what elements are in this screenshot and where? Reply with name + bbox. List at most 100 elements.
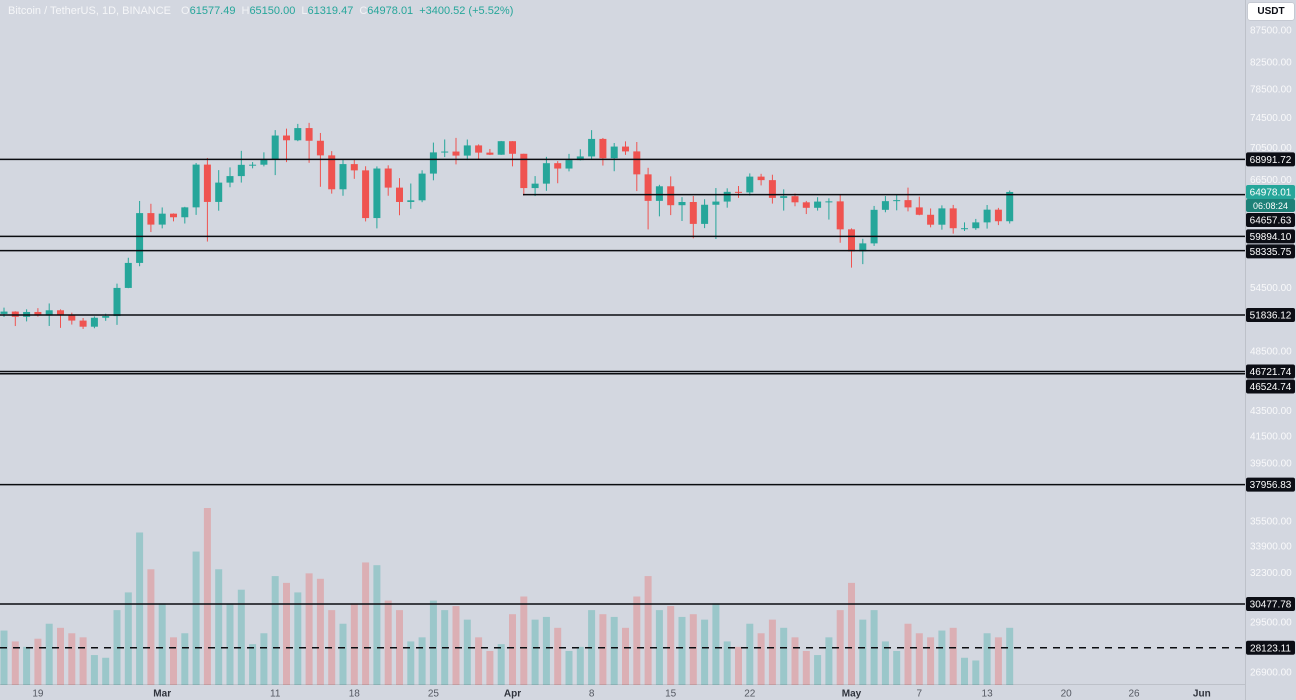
time-axis-label: Jun	[1193, 689, 1211, 700]
price-level-badge-text: 28123.11	[1250, 643, 1291, 654]
volume-bar	[463, 619, 471, 685]
candle-body	[418, 173, 426, 201]
candle-body	[215, 182, 223, 202]
price-level-badge	[1246, 244, 1295, 259]
candle-body	[712, 201, 720, 205]
time-axis[interactable]: 19 Mar 11 18 25 Apr 8 15 22 May 7 13 20 26 Jun	[32, 689, 1210, 700]
candle-body	[249, 164, 257, 166]
chart-plot-area[interactable]	[0, 0, 1245, 684]
symbol-title[interactable]: Bitcoin / TetherUS, 1D, BINANCE	[8, 5, 172, 17]
volume-bar	[192, 551, 200, 685]
candle-body	[735, 191, 742, 193]
candle-body	[836, 201, 844, 230]
candle-body	[203, 164, 211, 202]
time-axis-label: Apr	[504, 689, 521, 700]
candle-body	[893, 200, 901, 202]
price-level-badge	[1246, 212, 1295, 227]
volume-bar	[90, 655, 98, 685]
price-level-badge	[1246, 597, 1295, 612]
price-axis[interactable]: 87500.00 82500.00 78500.00 74500.00 70500.00…	[1250, 26, 1292, 679]
volume-bar	[1006, 627, 1014, 685]
candle-body	[384, 168, 392, 188]
candle-body	[881, 201, 889, 210]
candle-body	[237, 164, 245, 177]
price-level-badge	[1246, 364, 1295, 379]
price-level-badge-text: 46721.74	[1250, 367, 1292, 378]
last-price-text: 64978.01	[1250, 187, 1292, 198]
level-lines-layer	[0, 158, 1245, 649]
volume-bar	[260, 633, 268, 685]
volume-bar	[644, 576, 652, 685]
close-label: C	[359, 5, 368, 17]
last-price-badge	[1246, 184, 1295, 199]
candle-body	[723, 191, 731, 202]
price-level-badge-text: 46524.74	[1250, 382, 1292, 393]
volume-bar	[215, 569, 223, 685]
candle-body	[870, 209, 878, 244]
volume-bar	[136, 532, 144, 685]
volume-bar	[576, 646, 584, 685]
candle-body	[509, 141, 516, 154]
candle-body	[701, 204, 709, 224]
symbol-legend: Bitcoin / TetherUS, 1D, BINANCE O61577.49…	[8, 5, 513, 17]
time-axis-label: Mar	[153, 689, 171, 700]
volume-bar	[893, 650, 901, 685]
volume-bar	[23, 646, 31, 685]
candle-body	[11, 311, 19, 317]
candle-body	[904, 200, 912, 208]
open-label: O	[181, 5, 190, 17]
candle-body	[181, 207, 189, 218]
volume-bar	[79, 637, 87, 685]
time-axis-label: 19	[32, 689, 44, 700]
volume-bar	[825, 637, 833, 685]
candle-body	[520, 153, 528, 189]
candle-body	[373, 168, 381, 219]
price-tick-label: 41500.00	[1250, 432, 1292, 443]
volume-bar	[373, 565, 381, 685]
volume-bar	[34, 638, 42, 685]
volume-bar	[554, 627, 562, 685]
candle-body	[565, 160, 573, 169]
volume-bar	[57, 627, 64, 685]
volume-bar	[520, 596, 528, 685]
price-level-badge	[1246, 477, 1295, 492]
price-tick-label: 82500.00	[1250, 58, 1292, 69]
price-level-badge	[1246, 229, 1295, 244]
candle-body	[610, 146, 618, 159]
candle-body	[531, 183, 539, 189]
volume-bar	[509, 614, 516, 685]
volume-bar	[983, 633, 991, 685]
price-badges: 68991.72 64978.01 06:08:24 64657.63 59894.10…	[1246, 152, 1295, 655]
candle-body	[362, 170, 370, 219]
open-value: 61577.49	[189, 5, 236, 17]
candle-body	[170, 213, 177, 218]
candle-body	[271, 135, 279, 160]
volume-bar	[124, 592, 132, 685]
candle-body	[158, 213, 166, 225]
candle-body	[102, 316, 110, 318]
volume-bar	[814, 655, 822, 685]
volume-bar	[746, 623, 754, 685]
candle-body	[938, 208, 946, 225]
volume-bar	[418, 637, 426, 685]
candle-body	[452, 151, 460, 156]
candle-body	[34, 311, 42, 316]
candle-body	[780, 196, 788, 198]
candle-body	[305, 128, 313, 141]
price-tick-label: 48500.00	[1250, 347, 1292, 358]
currency-button[interactable]: USDT	[1248, 3, 1294, 20]
candle-body	[757, 176, 765, 181]
candle-body	[294, 128, 302, 141]
volume-bar	[701, 619, 709, 685]
candle-body	[316, 140, 324, 156]
volume-bar	[655, 610, 663, 685]
low-label: L	[301, 5, 308, 17]
candle-body	[339, 164, 347, 190]
candle-body	[983, 209, 991, 223]
time-axis-label: 13	[982, 689, 994, 700]
candle-body	[1006, 191, 1014, 222]
price-tick-label: 33900.00	[1250, 542, 1292, 553]
candle-body	[463, 145, 471, 156]
volume-bar	[147, 569, 155, 685]
candle-body	[45, 310, 53, 316]
